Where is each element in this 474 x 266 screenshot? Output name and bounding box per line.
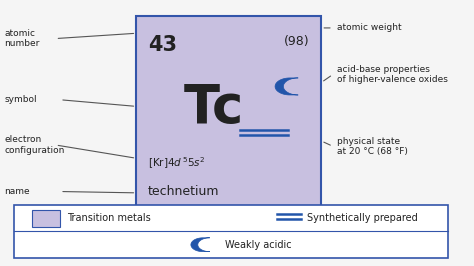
- Text: $[\mathrm{Kr}]4d^{\,5}5s^2$: $[\mathrm{Kr}]4d^{\,5}5s^2$: [148, 156, 206, 171]
- Text: acid-base properties
of higher-valence oxides: acid-base properties of higher-valence o…: [337, 65, 448, 84]
- Text: atomic weight: atomic weight: [337, 23, 402, 32]
- Text: electron
configuration: electron configuration: [5, 135, 65, 155]
- Polygon shape: [191, 238, 210, 252]
- FancyBboxPatch shape: [32, 210, 60, 227]
- FancyBboxPatch shape: [137, 16, 321, 207]
- Text: symbol: symbol: [5, 95, 37, 104]
- Polygon shape: [275, 78, 298, 95]
- Text: name: name: [5, 187, 30, 196]
- FancyBboxPatch shape: [14, 205, 448, 258]
- Text: 43: 43: [148, 35, 177, 55]
- Text: atomic
number: atomic number: [5, 29, 40, 48]
- Text: Weakly acidic: Weakly acidic: [225, 240, 292, 250]
- Text: physical state
at 20 °C (68 °F): physical state at 20 °C (68 °F): [337, 137, 409, 156]
- Text: (98): (98): [284, 35, 310, 48]
- Text: Transition metals: Transition metals: [67, 213, 151, 223]
- Text: Synthetically prepared: Synthetically prepared: [307, 213, 417, 223]
- Text: Tc: Tc: [184, 82, 244, 134]
- Text: technetium: technetium: [148, 185, 219, 198]
